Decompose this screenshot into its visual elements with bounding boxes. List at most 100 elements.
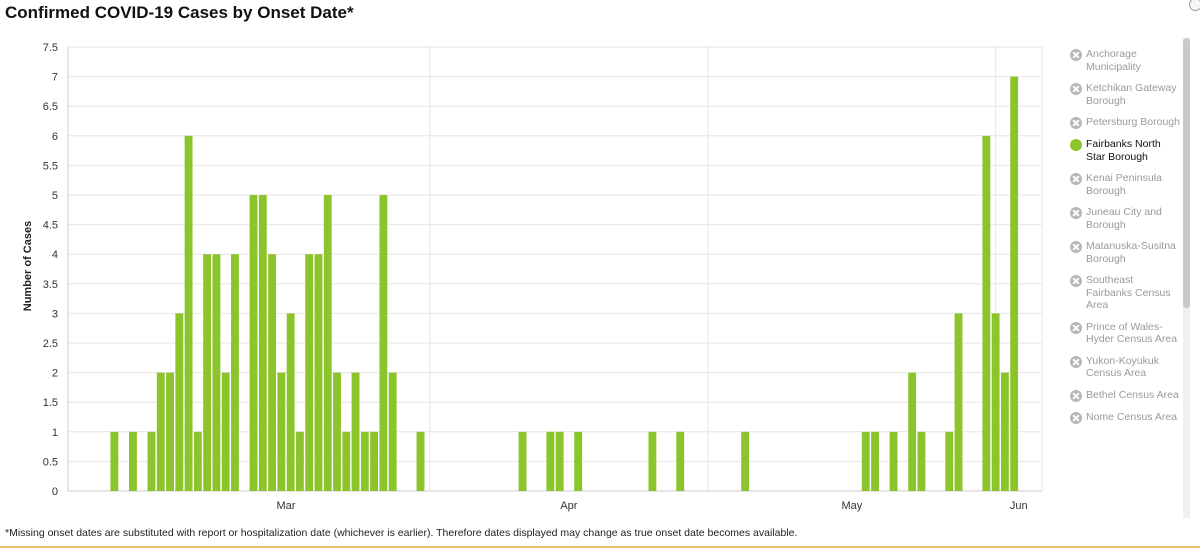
- bar: [231, 254, 239, 491]
- bar: [277, 372, 286, 491]
- legend-item[interactable]: Fairbanks North Star Borough: [1070, 138, 1180, 163]
- legend-hidden-icon: [1070, 321, 1082, 334]
- bar: [249, 195, 258, 491]
- legend-item[interactable]: Nome Census Area: [1070, 411, 1180, 424]
- y-tick-label: 5.5: [43, 160, 58, 172]
- legend-item-label: Kenai Peninsula Borough: [1086, 172, 1162, 197]
- legend-hidden-icon: [1070, 275, 1082, 287]
- y-tick-label: 4: [52, 249, 58, 261]
- legend-item-label: Juneau City and Borough: [1086, 206, 1162, 231]
- y-axis-label: Number of Cases: [22, 220, 34, 312]
- bar: [889, 431, 898, 491]
- bar: [360, 431, 369, 491]
- y-tick-label: 6.5: [43, 101, 58, 113]
- bar: [147, 431, 156, 491]
- y-tick-label: 3.5: [43, 279, 58, 291]
- y-tick-label: 7.5: [43, 42, 58, 54]
- bar: [286, 313, 295, 491]
- bar: [351, 372, 360, 491]
- legend-item[interactable]: Southeast Fairbanks Census Area: [1070, 274, 1180, 312]
- bar: [945, 431, 954, 491]
- bar: [110, 431, 119, 491]
- bar: [518, 431, 527, 491]
- legend-item[interactable]: Anchorage Municipality: [1070, 48, 1180, 73]
- x-tick-label: Apr: [560, 500, 577, 512]
- plot-area: 0 0.5 1 1.5 2 2.5 3 3.5 4 4.5 5 5.5 6 6.5 7 7.5 Mar Apr Ma…: [43, 42, 1043, 512]
- legend-hidden-icon: [1070, 241, 1082, 253]
- legend-item-label: Ketchikan Gateway Borough: [1086, 82, 1177, 107]
- bar: [861, 431, 870, 491]
- legend: Anchorage Municipality Ketchikan Gateway …: [1070, 48, 1180, 433]
- close-icon[interactable]: [1189, 0, 1200, 11]
- legend-item[interactable]: Juneau City and Borough: [1070, 206, 1180, 231]
- bar: [342, 431, 351, 491]
- bar: [917, 431, 926, 491]
- x-tick-label: Jun: [1010, 500, 1028, 512]
- bar: [258, 195, 267, 491]
- bar: [221, 372, 230, 491]
- bar: [166, 372, 174, 491]
- legend-item-label: Petersburg Borough: [1086, 116, 1180, 128]
- y-tick-label: 7: [52, 72, 58, 84]
- y-tick-label: 1.5: [43, 397, 58, 409]
- legend-dot-icon: [1070, 139, 1082, 151]
- bar: [203, 254, 212, 491]
- y-tick-label: 4.5: [43, 220, 58, 232]
- legend-item[interactable]: Matanuska-Susitna Borough: [1070, 240, 1180, 265]
- y-tick-label: 2.5: [43, 338, 58, 350]
- bar: [1010, 76, 1019, 491]
- legend-item-label: Southeast Fairbanks Census Area: [1086, 274, 1171, 311]
- y-tick-label: 0: [52, 486, 58, 498]
- bar: [175, 313, 184, 491]
- y-tick-label: 2: [52, 368, 58, 380]
- legend-hidden-icon: [1070, 83, 1082, 95]
- legend-item-label: Anchorage Municipality: [1086, 48, 1141, 73]
- bar: [184, 135, 193, 492]
- bar: [156, 372, 165, 491]
- bar: [574, 431, 583, 491]
- legend-item[interactable]: Yukon-Koyukuk Census Area: [1070, 355, 1180, 380]
- y-tick-label: 6: [52, 131, 58, 143]
- chart-title: Confirmed COVID-19 Cases by Onset Date*: [5, 3, 354, 22]
- legend-item-label: Matanuska-Susitna Borough: [1086, 240, 1176, 265]
- legend-hidden-icon: [1070, 173, 1082, 185]
- legend-scroll-thumb[interactable]: [1183, 38, 1190, 308]
- y-tick-label: 5: [52, 190, 58, 202]
- legend-hidden-icon: [1070, 355, 1082, 368]
- footnote: *Missing onset dates are substituted wit…: [5, 527, 798, 539]
- bar: [908, 372, 917, 491]
- legend-item[interactable]: Prince of Wales-Hyder Census Area: [1070, 321, 1180, 346]
- legend-hidden-icon: [1070, 389, 1082, 402]
- y-tick-label: 1: [52, 427, 58, 439]
- y-tick-label: 3: [52, 308, 58, 320]
- bar: [546, 431, 555, 491]
- legend-hidden-icon: [1070, 411, 1082, 424]
- legend-hidden-icon: [1070, 117, 1082, 129]
- bar: [193, 431, 202, 491]
- bottom-divider: [0, 546, 1200, 548]
- y-tick-label: 0.5: [43, 456, 58, 468]
- legend-item-label: Yukon-Koyukuk Census Area: [1086, 354, 1159, 380]
- legend-scrollbar[interactable]: [1183, 38, 1190, 518]
- x-tick-label: May: [841, 500, 862, 512]
- bar: [416, 431, 425, 491]
- bar: [741, 431, 750, 491]
- bar: [305, 254, 314, 491]
- legend-item-label: Bethel Census Area: [1086, 388, 1179, 401]
- legend-item[interactable]: Kenai Peninsula Borough: [1070, 172, 1180, 197]
- legend-item[interactable]: Bethel Census Area: [1070, 389, 1180, 402]
- bar: [268, 254, 277, 491]
- bar: [388, 372, 397, 491]
- bar: [323, 195, 332, 491]
- legend-item[interactable]: Petersburg Borough: [1070, 116, 1180, 129]
- legend-hidden-icon: [1070, 207, 1082, 219]
- legend-item[interactable]: Ketchikan Gateway Borough: [1070, 82, 1180, 107]
- bar: [676, 431, 685, 491]
- bar: [295, 431, 304, 491]
- legend-item-label: Nome Census Area: [1086, 410, 1178, 423]
- bar: [982, 135, 991, 492]
- bar: [314, 254, 323, 491]
- bar: [212, 254, 221, 491]
- legend-hidden-icon: [1070, 49, 1082, 61]
- bar: [1000, 372, 1009, 491]
